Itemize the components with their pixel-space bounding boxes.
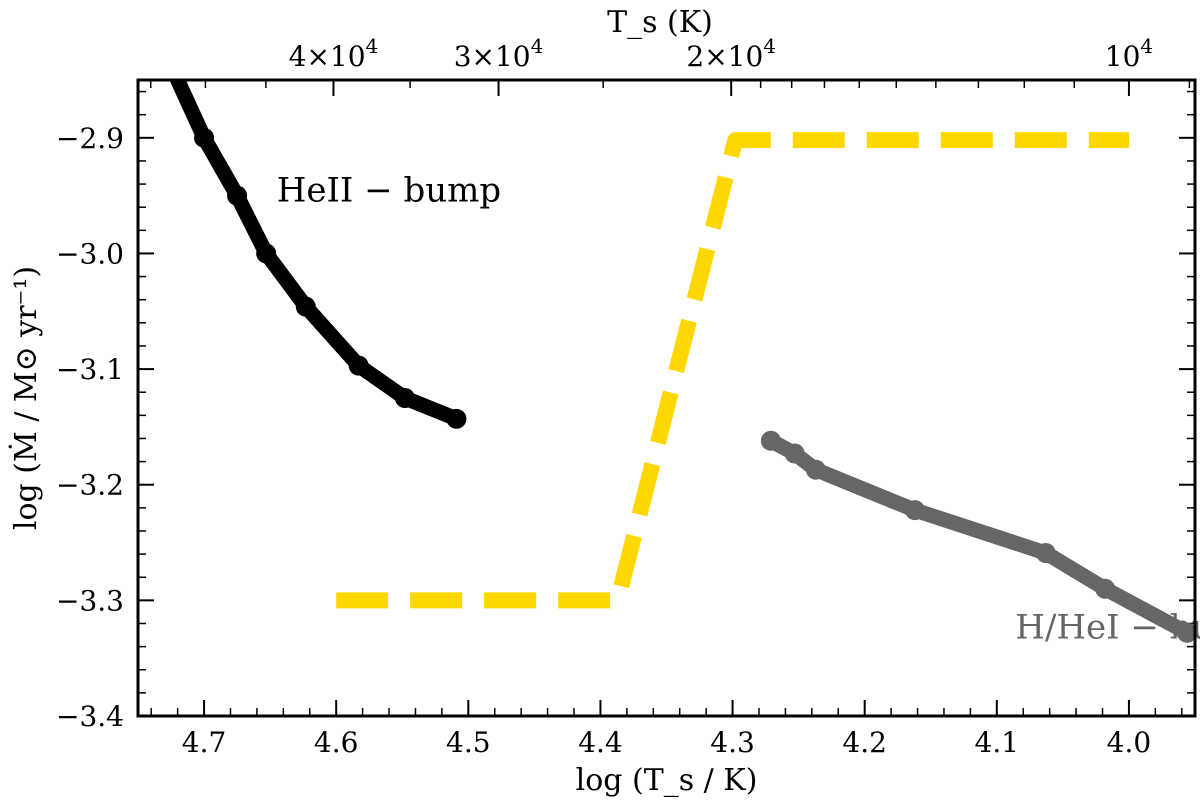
top-tick-label: 4×104 [289,34,379,73]
series-marker [348,355,369,376]
series-marker [1095,578,1116,599]
x-tick-label: 4.2 [842,726,887,759]
y-tick-label: −2.9 [56,122,124,155]
x-tick-label: 4.1 [975,726,1020,759]
top-tick-label: 104 [1105,34,1153,73]
series-marker [805,459,826,480]
series-marker [760,430,781,451]
x-tick-label: 4.4 [578,726,623,759]
top-tick-label: 2×104 [686,34,776,73]
y-tick-label: −3.1 [56,353,124,386]
annotation-label: HeII − bump [277,170,501,210]
top-axis-label: T_s (K) [607,5,713,40]
y-tick-label: −3.2 [56,469,124,502]
x-tick-label: 4.7 [182,726,227,759]
x-tick-label: 4.3 [710,726,755,759]
x-tick-label: 4.5 [446,726,491,759]
series-marker [446,408,467,429]
series-line-heii-bump [170,80,464,427]
x-tick-label: 4.0 [1107,726,1152,759]
x-axis-label: log (T_s / K) [576,763,758,798]
annotation-label: H/HeI − bump [1015,608,1200,648]
series-line-threshold [336,132,1129,609]
y-tick-label: −3.3 [56,584,124,617]
y-tick-label: −3.4 [56,700,124,733]
series-marker [784,443,805,464]
series-line-h-hei-bump [763,433,1195,641]
series-marker [295,296,316,317]
top-tick-label: 3×104 [454,34,544,73]
x-tick-label: 4.6 [314,726,359,759]
y-tick-label: −3.0 [56,237,124,270]
series-marker [1035,542,1056,563]
annotation-layer: HeII − bump H/HeI − bump [277,170,1200,647]
labels-layer: 4.7 4.6 4.5 4.4 4.3 4.2 4.1 4.0 −2.9 −3.0 −3.1 −3.2… [8,5,1153,798]
series-marker [394,388,415,408]
series-marker [227,185,248,206]
y-axis-label: log (Ṁ / M⊙ yr⁻¹) [8,266,44,530]
series-layer [170,80,1195,643]
series-marker [904,500,925,521]
plot-frame [136,78,1197,718]
series-marker [1177,622,1195,643]
series-marker [256,243,277,264]
series-marker [194,127,215,148]
